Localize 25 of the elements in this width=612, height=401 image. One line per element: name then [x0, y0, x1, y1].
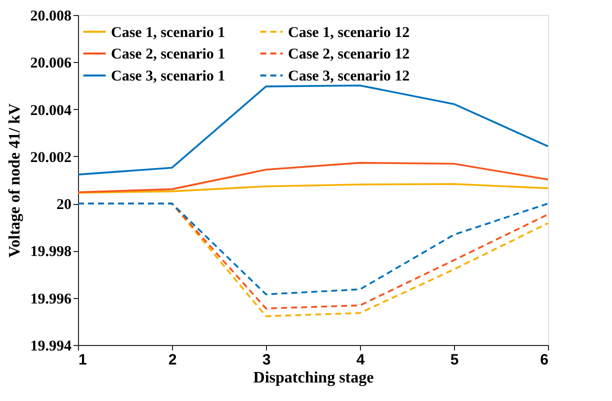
- line-series: [77, 162, 549, 194]
- y-axis-title: Voltage of node 41/ kV: [6, 103, 24, 258]
- legend-label: Case 1, scenario 1: [111, 24, 226, 41]
- y-tick-label: 20.008: [30, 8, 72, 24]
- legend-label: Case 2, scenario 1: [111, 46, 226, 62]
- y-tick-label: 19.998: [30, 244, 72, 260]
- y-tick-label: 20.006: [30, 56, 72, 72]
- x-tick-label: 5: [450, 352, 459, 368]
- legend-label: Case 1, scenario 12: [288, 24, 410, 41]
- legend-label: Case 3, scenario 1: [111, 68, 226, 84]
- y-tick-label: 19.994: [30, 338, 72, 354]
- x-tick-label: 4: [356, 352, 366, 368]
- line-series: [77, 84, 549, 176]
- y-tick-label: 20.004: [30, 102, 72, 119]
- x-axis-title: Dispatching stage: [253, 370, 374, 386]
- y-tick-label: 20.002: [30, 150, 72, 166]
- legend-label: Case 2, scenario 12: [288, 46, 410, 62]
- x-tick-label: 6: [540, 352, 548, 368]
- line-series: [77, 183, 549, 194]
- x-tick-label: 3: [262, 352, 271, 368]
- x-tick-label: 1: [78, 352, 87, 368]
- y-tick-label: 19.996: [30, 291, 72, 308]
- y-tick-label: 20: [56, 197, 72, 214]
- x-tick-label: 2: [168, 352, 177, 368]
- legend-label: Case 3, scenario 12: [288, 68, 410, 84]
